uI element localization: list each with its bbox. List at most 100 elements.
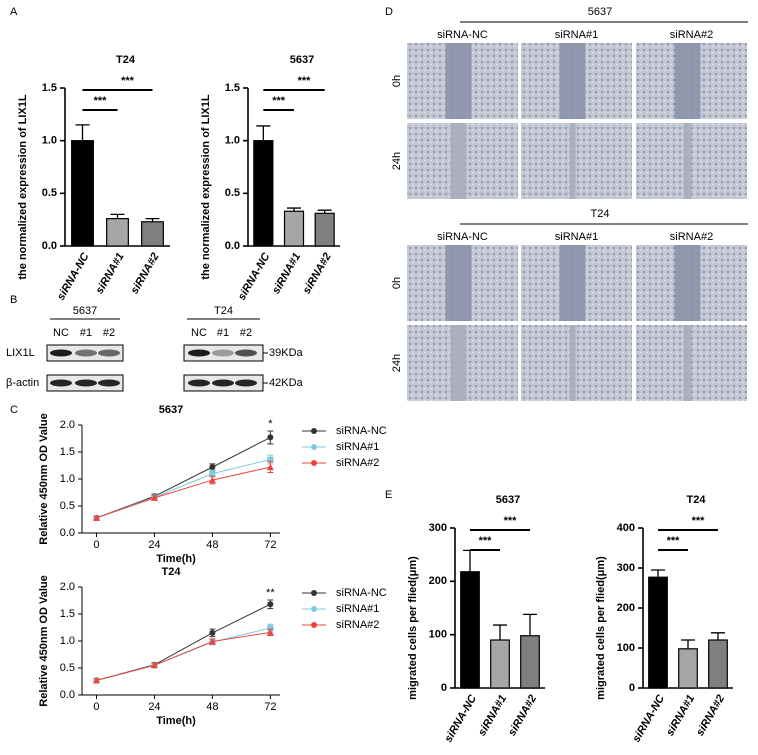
marker: [92, 676, 100, 684]
chart-title: 5637: [496, 494, 520, 506]
y-tick-label: 1.5: [60, 446, 75, 458]
y-tick-label: 0.5: [60, 662, 75, 674]
series-line: [96, 627, 271, 681]
blot-band: [235, 349, 257, 357]
y-tick-label: 0.5: [225, 187, 240, 199]
scratch-gap: [450, 123, 467, 199]
x-tick-label: siRNA-NC: [630, 692, 667, 744]
micrograph: [521, 325, 632, 401]
x-tick-label: 0: [93, 539, 99, 551]
y-tick-label: 300: [429, 522, 447, 534]
x-tick-label: siRNA#2: [694, 693, 727, 738]
marker: [208, 638, 216, 645]
blot-band: [212, 379, 234, 387]
significance-label: ***: [94, 95, 108, 107]
chart-title: T24: [116, 54, 136, 66]
legend-marker: [311, 606, 317, 612]
marker: [267, 434, 274, 441]
y-tick-label: 1.5: [60, 608, 75, 620]
x-tick-label: 24: [148, 539, 160, 551]
panel-label: A: [10, 6, 18, 18]
panel-label: E: [385, 489, 392, 501]
bar: [106, 218, 129, 247]
y-tick-label: 0.0: [60, 689, 75, 701]
blot-band: [98, 379, 120, 387]
condition-label: siRNA-NC: [437, 231, 488, 243]
y-axis-label: the normalized expression of LIX1L: [200, 94, 212, 279]
scratch-gap: [674, 43, 701, 119]
x-tick-label: siRNA#2: [301, 251, 334, 296]
y-tick-label: 1.0: [225, 135, 240, 147]
error-bar: [463, 549, 477, 572]
y-tick-label: 1.0: [60, 635, 75, 647]
error-bar: [317, 209, 332, 214]
y-tick-label: 100: [617, 642, 635, 654]
y-axis-label: the normalized expression of LIX1L: [17, 94, 29, 279]
x-tick-label: siRNA-NC: [442, 692, 479, 744]
scratch-gap: [674, 245, 701, 321]
marker: [267, 456, 274, 463]
x-tick-label: siRNA-NC: [236, 250, 273, 302]
y-axis-label: migrated cells per flied(μm): [595, 556, 607, 700]
lane-label: #1: [80, 327, 92, 339]
error-bar: [256, 125, 271, 141]
marker: [208, 476, 216, 484]
marker: [150, 494, 158, 501]
x-tick-label: siRNA#2: [506, 693, 539, 738]
marker-label: 42KDa: [269, 377, 304, 389]
y-tick-label: 0: [441, 682, 447, 694]
marker: [266, 628, 274, 636]
blot-band: [75, 379, 97, 387]
condition-label: siRNA#2: [670, 231, 713, 243]
time-label: 24h: [391, 152, 403, 170]
scratch-gap: [445, 245, 472, 321]
significance-label: *: [268, 418, 273, 430]
legend-label: siRNA#2: [336, 619, 379, 631]
chart-title: T24: [687, 494, 707, 506]
time-label: 24h: [391, 354, 403, 372]
error-bar: [681, 639, 695, 649]
micrograph: [521, 123, 632, 199]
x-tick-label: siRNA#1: [94, 251, 127, 296]
group-label: T24: [591, 208, 610, 220]
error-bar: [110, 213, 125, 219]
y-tick-label: 0.5: [42, 187, 57, 199]
y-tick-label: 200: [429, 575, 447, 587]
x-tick-label: 48: [206, 539, 218, 551]
x-axis-label: Time(h): [156, 715, 196, 727]
blot-row-label: LIX1L: [6, 347, 35, 359]
x-tick-label: siRNA#1: [270, 251, 303, 296]
x-tick-label: siRNA-NC: [55, 250, 92, 302]
scratch-gap: [559, 43, 586, 119]
bar: [490, 639, 510, 689]
significance-label: **: [266, 587, 275, 599]
chart-title: 5637: [159, 404, 183, 416]
x-tick-label: siRNA#1: [476, 693, 509, 738]
x-axis-label: Time(h): [156, 553, 196, 565]
legend-label: siRNA#2: [336, 457, 379, 469]
y-tick-label: 0.0: [42, 240, 57, 252]
legend-marker: [311, 590, 317, 596]
bar: [648, 576, 668, 689]
y-tick-label: 200: [617, 602, 635, 614]
bar: [141, 221, 164, 247]
error-bar: [493, 624, 507, 640]
legend-marker: [311, 444, 317, 450]
legend-label: siRNA#1: [336, 441, 379, 453]
x-tick-label: siRNA#2: [129, 251, 162, 296]
bar: [71, 140, 94, 247]
bar: [283, 210, 305, 247]
x-tick-label: 48: [206, 701, 218, 713]
y-tick-label: 1.5: [225, 82, 240, 94]
marker: [209, 464, 216, 471]
legend-marker: [311, 622, 317, 628]
marker: [92, 514, 100, 521]
bar: [520, 635, 540, 689]
significance-label: ***: [692, 515, 706, 527]
scratch-gap: [569, 325, 576, 401]
y-tick-label: 1.0: [42, 135, 57, 147]
error-bar: [287, 207, 301, 212]
series-line: [96, 466, 271, 519]
y-axis-label: Relative 450nm OD Value: [38, 575, 50, 706]
lane-label: #1: [217, 327, 229, 339]
